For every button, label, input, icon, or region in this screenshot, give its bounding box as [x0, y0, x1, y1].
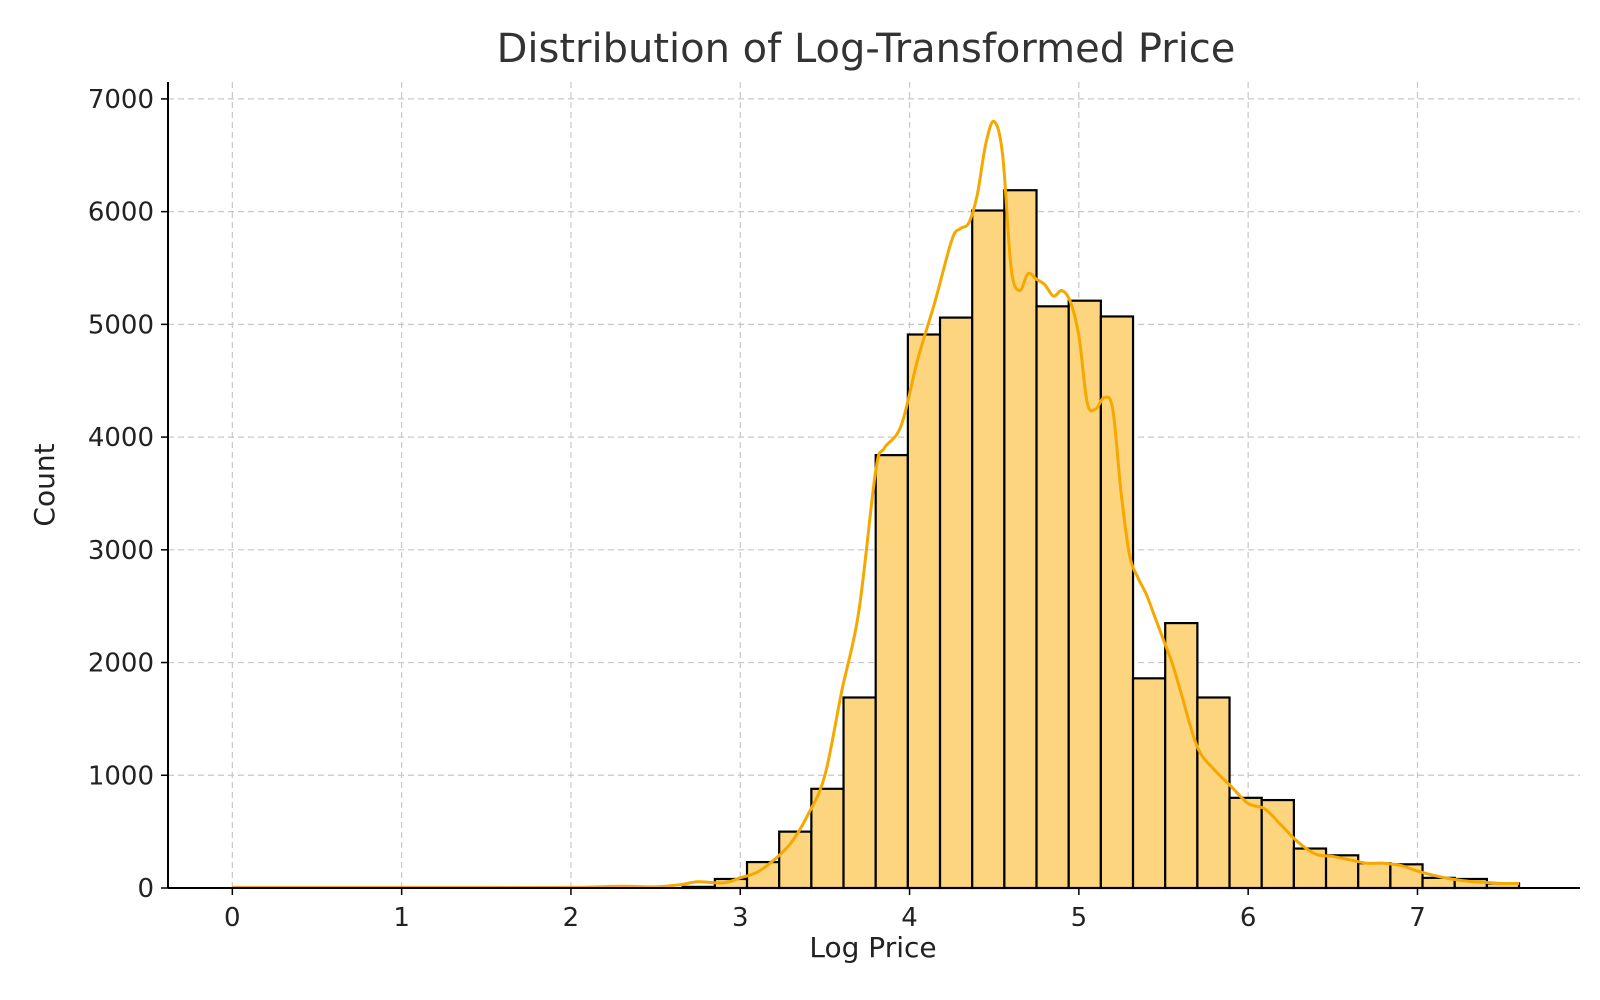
x-tick-label: 3 [732, 903, 749, 933]
y-tick-label: 6000 [88, 198, 154, 228]
x-tick-label: 7 [1409, 903, 1426, 933]
histogram-bar [842, 696, 877, 890]
x-axis-label: Log Price [809, 931, 936, 964]
y-tick-label: 4000 [88, 423, 154, 453]
kde-curve [232, 119, 1520, 890]
x-tick-label: 6 [1240, 903, 1257, 933]
y-tick-label: 5000 [88, 310, 154, 340]
x-tick-label: 4 [901, 903, 918, 933]
histogram-bar [1357, 862, 1392, 890]
x-tick-label: 2 [563, 903, 580, 933]
x-tick-label: 1 [393, 903, 410, 933]
y-tick-label: 0 [137, 874, 154, 904]
y-tick-label: 2000 [88, 649, 154, 679]
histogram-bar [1324, 854, 1360, 890]
y-tick-label: 3000 [88, 536, 154, 566]
histogram-bar [810, 787, 845, 890]
histogram-bar [1196, 696, 1231, 890]
chart-title: Distribution of Log-Transformed Price [497, 26, 1236, 72]
histogram-bar [874, 454, 909, 890]
histogram-bar [1164, 621, 1199, 890]
x-tick-label: 5 [1071, 903, 1088, 933]
histogram-bars [681, 189, 1521, 890]
y-axis-label: Count [28, 443, 61, 526]
histogram-bar [938, 316, 974, 890]
axes [167, 82, 1580, 889]
y-tick-label: 1000 [88, 761, 154, 791]
histogram-bar [778, 830, 813, 890]
histogram-bar [1260, 798, 1295, 890]
histogram-bar [1003, 189, 1038, 890]
histogram-bar [1035, 305, 1070, 890]
tick-labels: 0 1 2 3 4 5 6 7 0 1000 2000 3000 4000 5000 6000 7000 [88, 85, 1426, 933]
histogram-bar [906, 333, 942, 890]
histogram-bar [971, 209, 1006, 890]
histogram-bar [1099, 315, 1135, 890]
histogram-bar [1228, 796, 1263, 890]
y-tick-label: 7000 [88, 85, 154, 115]
x-tick-label: 0 [224, 903, 241, 933]
histogram-bar [1131, 677, 1167, 890]
